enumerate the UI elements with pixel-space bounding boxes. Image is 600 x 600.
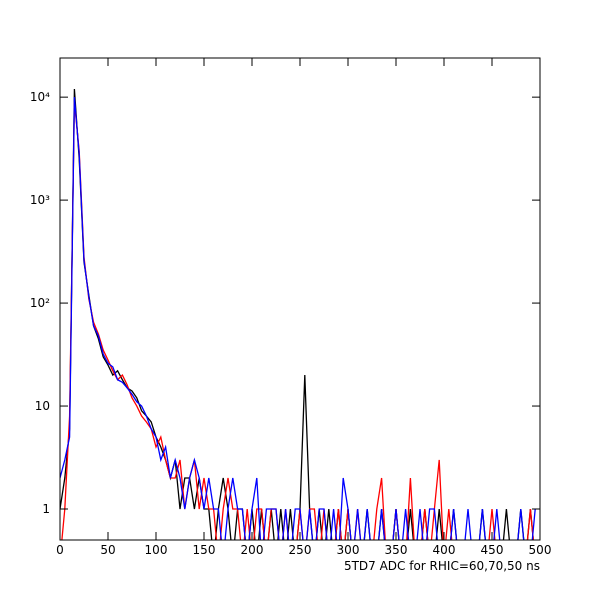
series-line <box>60 97 536 540</box>
x-tick-label: 150 <box>193 543 216 557</box>
y-tick-label: 10⁴ <box>30 90 50 104</box>
x-tick-label: 350 <box>385 543 408 557</box>
y-tick-label: 10³ <box>30 193 50 207</box>
x-tick-label: 100 <box>145 543 168 557</box>
x-tick-label: 450 <box>481 543 504 557</box>
y-tick-label: 10 <box>35 399 50 413</box>
x-tick-label: 500 <box>529 543 552 557</box>
plot-area <box>60 88 536 540</box>
x-tick-label: 50 <box>100 543 115 557</box>
x-tick-label: 250 <box>289 543 312 557</box>
x-tick-label: 400 <box>433 543 456 557</box>
y-tick-label: 10² <box>30 296 50 310</box>
x-tick-label: 200 <box>241 543 264 557</box>
x-axis-label: 5TD7 ADC for RHIC=60,70,50 ns <box>344 559 540 573</box>
x-tick-label: 0 <box>56 543 64 557</box>
series-line <box>60 88 534 540</box>
y-tick-label: 1 <box>42 502 50 516</box>
series-line <box>61 101 534 540</box>
plot-frame <box>59 57 541 541</box>
x-tick-label: 300 <box>337 543 360 557</box>
